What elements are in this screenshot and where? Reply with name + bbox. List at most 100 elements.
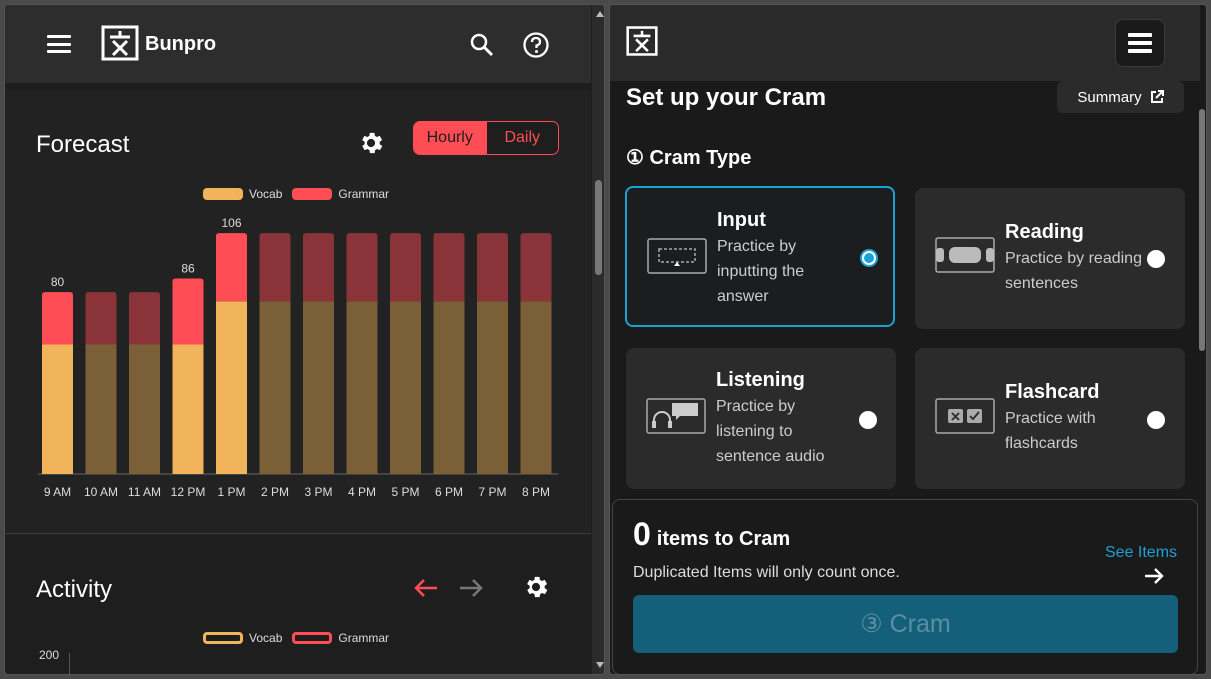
vocab-bar[interactable] <box>259 301 291 474</box>
input-radio[interactable] <box>860 249 878 267</box>
vocab-bar[interactable] <box>216 301 247 474</box>
listening-description: Practice by listening to sentence audio <box>716 398 825 465</box>
hourly-toggle-button[interactable]: Hourly <box>414 122 486 154</box>
bar-total-label: 106 <box>221 216 241 230</box>
listening-radio[interactable] <box>859 411 877 429</box>
input-mode-icon <box>647 238 707 274</box>
reading-mode-icon <box>935 237 995 273</box>
previous-arrow-icon[interactable] <box>413 577 439 599</box>
grammar-bar[interactable] <box>520 233 552 302</box>
x-tick-label: 6 PM <box>435 485 463 499</box>
vocab-bar[interactable] <box>520 301 552 474</box>
input-description: Practice by inputting the answer <box>717 238 805 305</box>
scrollbar-thumb[interactable] <box>1199 109 1205 351</box>
duplicate-note: Duplicated Items will only count once. <box>633 564 900 581</box>
reading-radio[interactable] <box>1147 250 1165 268</box>
vocab-legend-swatch[interactable] <box>203 632 243 644</box>
cram-type-flashcard-card[interactable]: Flashcard Practice with flashcards <box>915 348 1185 489</box>
forecast-settings-gear-icon[interactable] <box>357 129 385 157</box>
reading-description: Practice by reading sentences <box>1005 250 1142 292</box>
vocab-legend-swatch[interactable] <box>203 188 243 200</box>
dashboard-pane: Bunpro Forecast Hourly Daily Vocab Gramm… <box>4 4 605 675</box>
flashcard-radio[interactable] <box>1147 411 1165 429</box>
grammar-bar[interactable] <box>433 233 465 302</box>
grammar-legend-swatch[interactable] <box>292 632 333 644</box>
grammar-bar[interactable] <box>390 233 421 302</box>
items-count-label: items to Cram <box>656 528 791 550</box>
daily-toggle-button[interactable]: Daily <box>485 122 558 154</box>
flashcard-title: Flashcard <box>1005 381 1100 403</box>
grammar-bar[interactable] <box>42 292 73 345</box>
grammar-bar[interactable] <box>129 292 160 345</box>
activity-title: Activity <box>36 576 113 603</box>
forecast-interval-toggle: Hourly Daily <box>413 121 559 155</box>
vocab-bar[interactable] <box>433 301 465 474</box>
listening-title: Listening <box>716 369 805 391</box>
scrollbar-thumb[interactable] <box>595 180 602 275</box>
search-icon[interactable] <box>469 32 495 58</box>
help-icon[interactable] <box>522 31 550 59</box>
section-divider <box>5 533 591 534</box>
vocab-bar[interactable] <box>390 301 421 474</box>
vocab-legend-label: Vocab <box>249 187 283 201</box>
vocab-bar[interactable] <box>42 344 73 474</box>
forecast-chart: 9 AM 80 10 AM 11 AM 12 PM 86 1 PM 106 2 PM 3 PM 4 … <box>38 216 558 499</box>
x-tick-label: 10 AM <box>84 485 118 499</box>
x-tick-label: 11 AM <box>128 485 161 499</box>
flashcard-mode-icon <box>935 398 995 434</box>
activity-legend: Vocab Grammar <box>203 631 399 645</box>
external-link-icon <box>1150 90 1164 103</box>
vocab-bar[interactable] <box>303 301 334 474</box>
grammar-legend-label: Grammar <box>338 631 390 645</box>
see-items-link[interactable]: See Items <box>1105 544 1178 561</box>
summary-button[interactable]: Summary <box>1057 81 1184 113</box>
grammar-bar[interactable] <box>477 233 508 302</box>
activity-settings-gear-icon[interactable] <box>522 573 550 601</box>
x-tick-label: 8 PM <box>522 485 550 499</box>
bunpro-logo-icon[interactable] <box>626 25 658 57</box>
cram-type-title: ① Cram Type <box>626 147 752 169</box>
items-count: 0 items to Cram <box>633 516 790 553</box>
vocab-bar[interactable] <box>346 301 378 474</box>
vocab-bar[interactable] <box>129 344 160 474</box>
scroll-down-arrow-icon[interactable] <box>596 662 604 668</box>
listening-mode-icon <box>646 398 706 434</box>
reading-title: Reading <box>1005 221 1084 243</box>
forecast-legend: Vocab Grammar <box>203 187 399 201</box>
hamburger-menu-icon[interactable] <box>47 35 71 53</box>
grammar-bar[interactable] <box>346 233 378 302</box>
cram-type-input-card[interactable]: Input Practice by inputting the answer <box>625 186 895 327</box>
x-tick-label: 12 PM <box>171 485 206 499</box>
next-arrow-icon[interactable] <box>458 577 484 599</box>
cram-header <box>610 5 1200 81</box>
vocab-bar[interactable] <box>172 344 204 474</box>
x-tick-label: 9 AM <box>44 485 71 499</box>
cram-setup-title: Set up your Cram <box>626 84 827 111</box>
summary-label: Summary <box>1077 88 1142 106</box>
cram-type-listening-card[interactable]: Listening Practice by listening to sente… <box>626 348 896 489</box>
grammar-legend-swatch[interactable] <box>292 188 333 200</box>
bunpro-logo-icon[interactable] <box>101 25 139 61</box>
grammar-bar[interactable] <box>216 233 247 302</box>
grammar-bar[interactable] <box>303 233 334 302</box>
scrollbar[interactable] <box>592 5 604 674</box>
app-header: Bunpro <box>5 5 591 83</box>
cram-button[interactable]: ③ Cram <box>633 595 1178 653</box>
x-tick-label: 5 PM <box>391 485 419 499</box>
items-count-number: 0 <box>633 516 651 552</box>
cram-type-reading-card[interactable]: Reading Practice by reading sentences <box>915 188 1185 329</box>
vocab-bar[interactable] <box>85 344 117 474</box>
grammar-bar[interactable] <box>259 233 291 302</box>
flashcard-description: Practice with flashcards <box>1005 410 1096 452</box>
vocab-bar[interactable] <box>477 301 508 474</box>
scroll-up-arrow-icon[interactable] <box>596 11 604 17</box>
brand-name[interactable]: Bunpro <box>145 33 217 55</box>
bar-total-label: 86 <box>181 262 195 276</box>
see-items-arrow-icon[interactable] <box>1144 567 1164 585</box>
grammar-bar[interactable] <box>172 278 204 345</box>
grammar-bar[interactable] <box>85 292 117 345</box>
cram-footer: 0 items to Cram Duplicated Items will on… <box>612 499 1198 674</box>
forecast-title: Forecast <box>36 131 130 158</box>
menu-button[interactable] <box>1115 19 1165 67</box>
x-tick-label: 1 PM <box>217 485 245 499</box>
